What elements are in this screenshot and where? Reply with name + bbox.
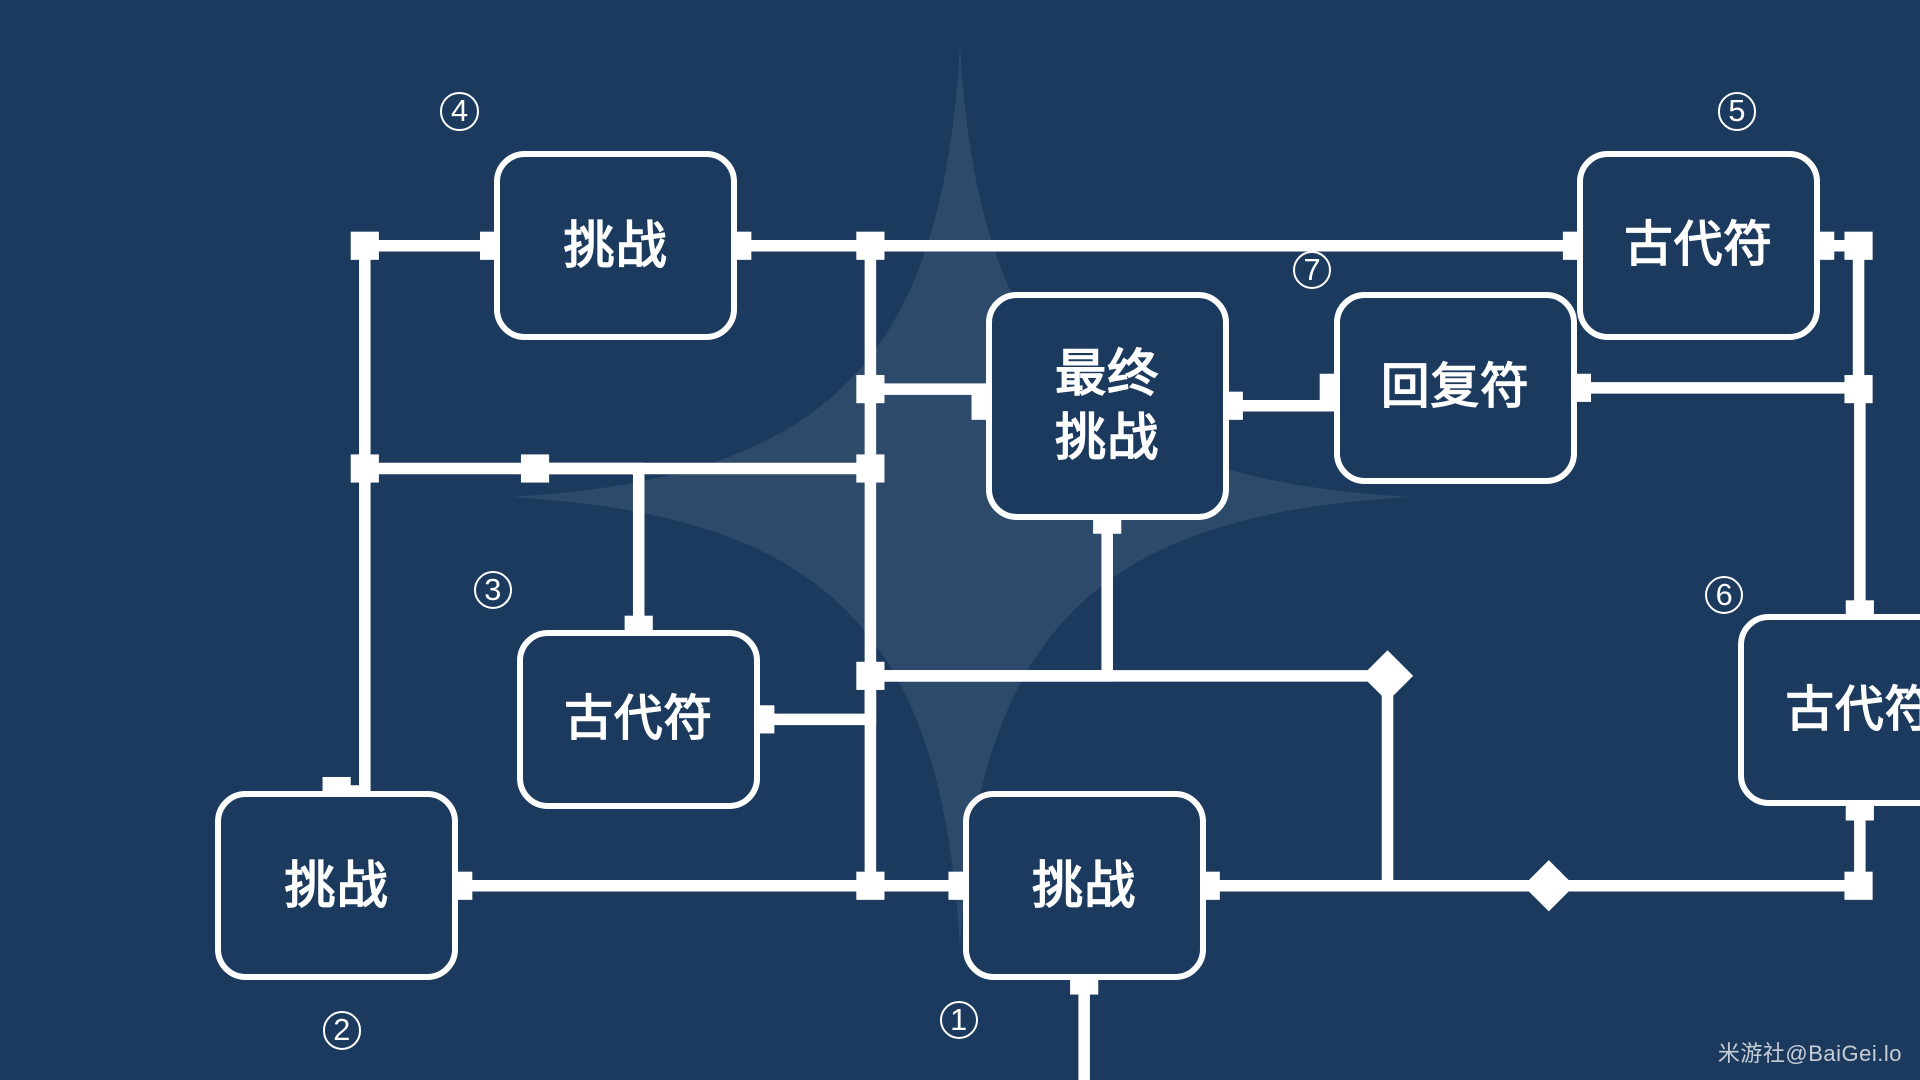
number-badge: 5 <box>1718 92 1756 130</box>
node-n_reply7: 回复符 <box>1334 292 1577 484</box>
node-label: 回复符 <box>1381 357 1530 418</box>
watermark-text: 米游社@BaiGei.lo <box>1718 1036 1902 1068</box>
node-label: 最终 挑战 <box>1055 342 1159 470</box>
number-badge-text: 4 <box>451 96 468 127</box>
number-badge-text: 1 <box>950 1005 967 1036</box>
number-badge-text: 5 <box>1728 96 1745 127</box>
node-n_ch1: 挑战 <box>963 791 1206 980</box>
number-badge-text: 6 <box>1716 580 1733 611</box>
node-label: 挑战 <box>1032 854 1136 918</box>
node-n_rune5: 古代符 <box>1577 151 1820 340</box>
node-label: 古代符 <box>564 689 713 750</box>
number-badge: 1 <box>940 1001 978 1039</box>
number-badge-text: 7 <box>1303 255 1320 286</box>
number-badge: 2 <box>323 1011 361 1049</box>
node-label: 古代符 <box>1785 680 1920 741</box>
number-badge-text: 2 <box>333 1015 350 1046</box>
node-label: 挑战 <box>563 214 667 278</box>
node-n_ch4: 挑战 <box>494 151 737 340</box>
node-n_rune6: 古代符 <box>1738 614 1920 806</box>
node-n_final: 最终 挑战 <box>986 292 1229 520</box>
node-label: 挑战 <box>284 854 388 918</box>
node-n_ch2: 挑战 <box>215 791 458 980</box>
number-badge: 3 <box>474 571 512 609</box>
node-n_rune3: 古代符 <box>517 630 760 809</box>
node-label: 古代符 <box>1624 215 1773 276</box>
number-badge-text: 3 <box>484 575 501 606</box>
number-badge: 4 <box>440 92 478 130</box>
